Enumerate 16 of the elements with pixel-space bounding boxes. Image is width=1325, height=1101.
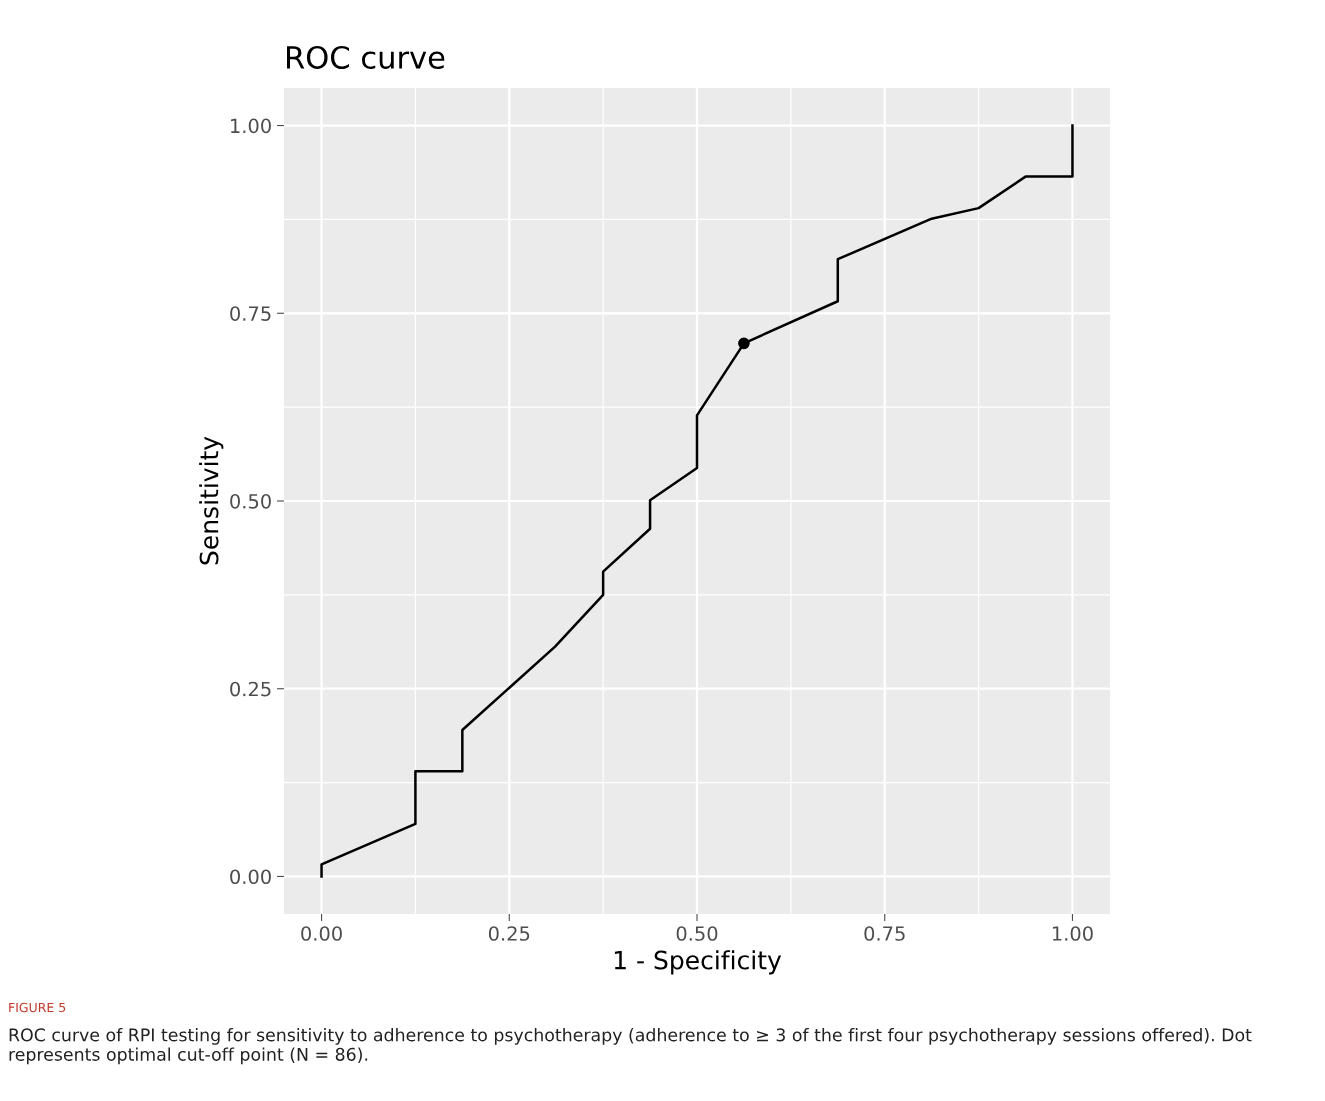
x-axis-title: 1 - Specificity [614,950,782,975]
y-tick-label: 0.00 [230,869,271,885]
x-tick-label: 0.00 [301,926,342,941]
x-tick-label: 0.25 [488,926,530,941]
text: ROC curve of RPI testing for sensitivity to adherence to psychotherapy (adherence to ≥ 3 of the first four psychotherapy sessions offered). Dot represents optimal cut-off point (N = 86). [9,1028,1252,1065]
y-tick-label: 1.00 [231,118,271,134]
y-axis-title: Sensitivity [199,436,224,565]
x-tick-label: 0.75 [864,926,905,941]
y-tick-label: 0.25 [230,681,271,697]
caption: FIGURE 5 [9,1002,66,1013]
x-tick-label: 1.00 [1052,926,1093,941]
y-tick-label: 0.75 [230,306,271,321]
chart-title: ROC curve [287,45,445,69]
x-tick-label: 0.50 [676,926,718,941]
y-tick-label: 0.50 [230,493,271,509]
line-series [320,124,1074,878]
